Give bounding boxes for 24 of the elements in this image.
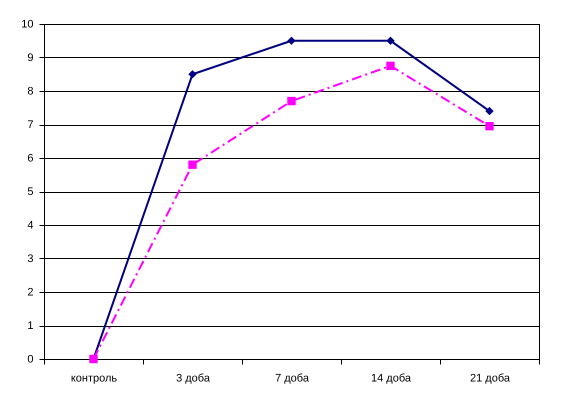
point (287, 36, 296, 45)
y-tick-label: 4 (27, 220, 34, 232)
y-tick-label: 10 (21, 18, 34, 30)
point (485, 106, 494, 116)
y-tick-label: 7 (27, 119, 34, 131)
x-tick-label: 21 доба (470, 372, 511, 384)
point (386, 36, 395, 45)
y-tick-label: 6 (27, 152, 34, 164)
point (188, 160, 197, 169)
x-tick-label: контроль (70, 372, 118, 384)
y-tick-label: 2 (27, 286, 34, 298)
y-tick-label: 3 (27, 253, 34, 265)
x-tick-label: 7 доба (275, 372, 310, 384)
x-tick-label: 14 доба (371, 372, 412, 384)
y-tick-label: 5 (27, 186, 34, 198)
y-tick-label: 9 (27, 52, 34, 64)
x-tick-label: 3 доба (176, 372, 211, 384)
y-tick-label: 8 (27, 86, 34, 98)
y-tick-label: 0 (27, 354, 34, 366)
y-tick-label: 1 (27, 320, 34, 332)
point (287, 96, 296, 106)
point (386, 62, 395, 70)
point (188, 70, 197, 78)
point (485, 122, 494, 130)
